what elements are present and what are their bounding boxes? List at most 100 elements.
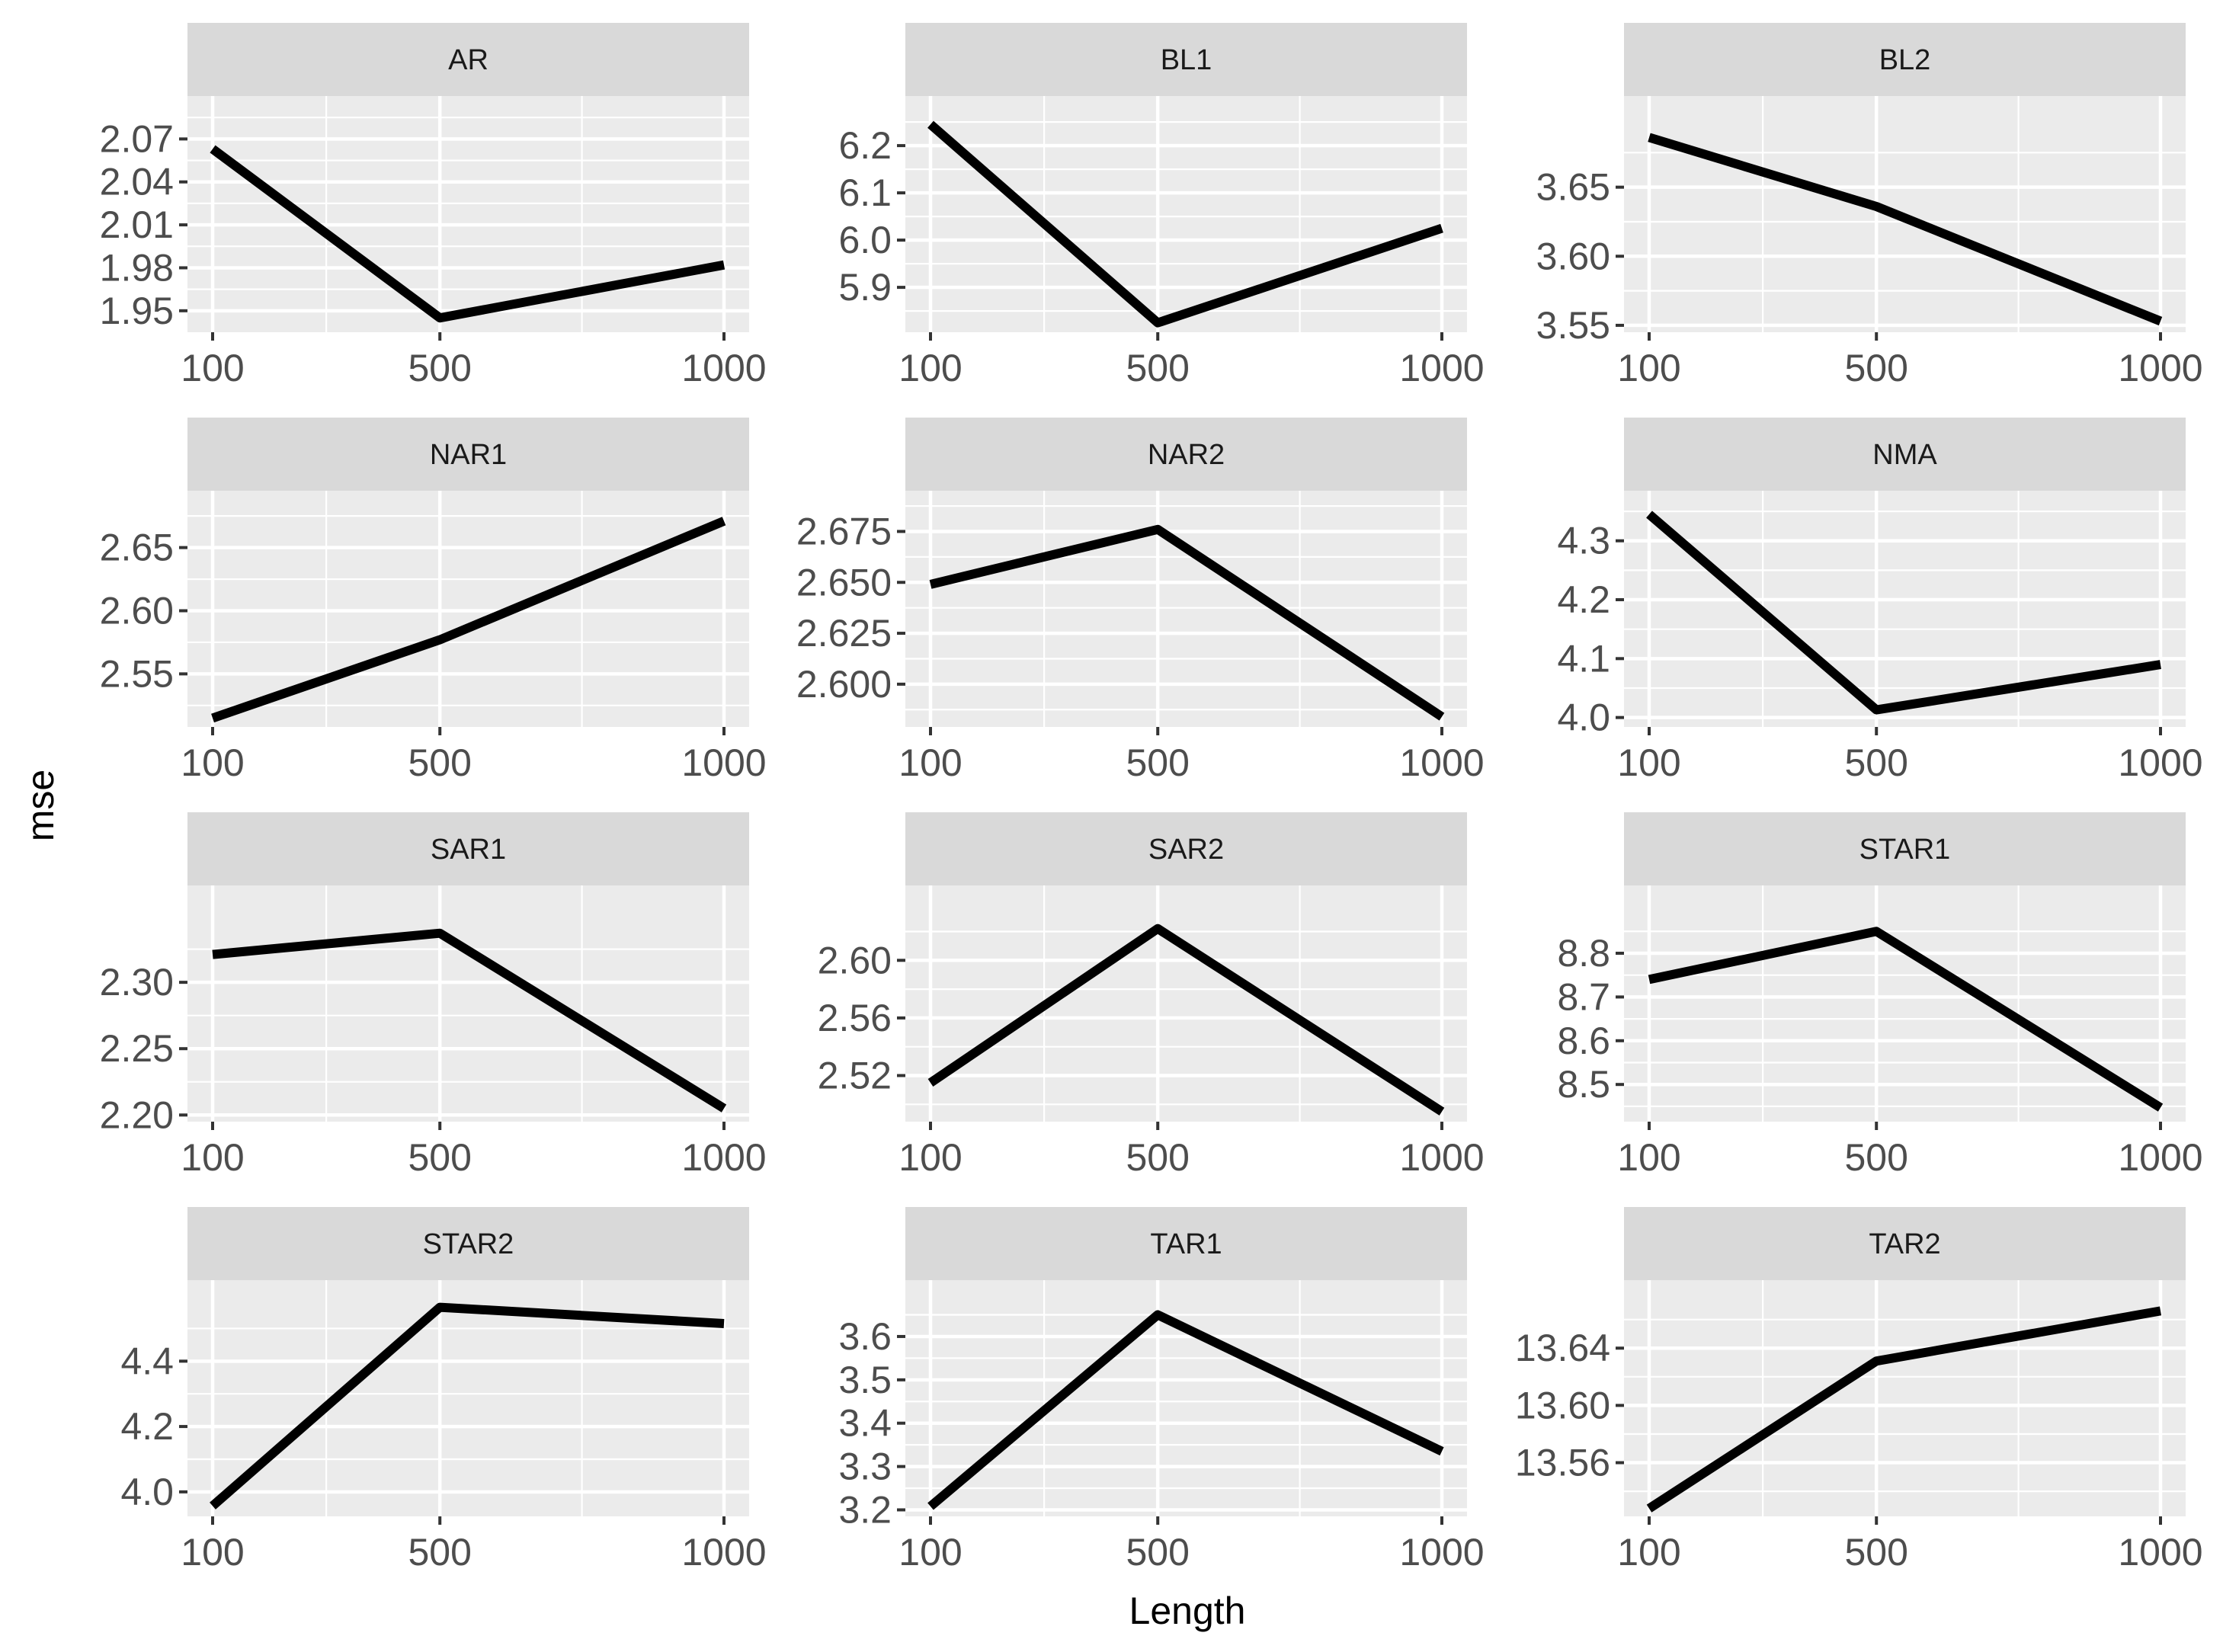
x-tick-label: 100	[1617, 741, 1680, 784]
facet-title-ar: AR	[448, 44, 488, 76]
x-tick-label: 1000	[681, 1531, 766, 1574]
x-axis-title: Length	[1129, 1590, 1246, 1632]
x-tick-label: 500	[1845, 1531, 1908, 1574]
y-tick-label: 4.1	[1557, 637, 1610, 680]
x-tick-label: 1000	[2118, 347, 2202, 389]
x-tick-label: 100	[181, 347, 244, 389]
y-tick-label: 3.4	[838, 1402, 892, 1445]
y-tick-label: 8.5	[1557, 1063, 1610, 1106]
facet-strip-bl1	[905, 23, 1467, 96]
y-tick-label: 8.7	[1557, 975, 1610, 1018]
y-tick-label: 13.56	[1515, 1442, 1610, 1484]
x-tick-label: 100	[1617, 1136, 1680, 1179]
x-tick-label: 100	[1617, 1531, 1680, 1574]
y-tick-label: 3.3	[838, 1446, 892, 1488]
x-tick-label: 1000	[1399, 1136, 1484, 1179]
y-tick-label: 2.30	[100, 961, 174, 1004]
x-tick-label: 500	[1126, 741, 1190, 784]
panel-background-nar1	[187, 491, 749, 727]
y-tick-label: 5.9	[838, 266, 892, 309]
facet-title-sar1: SAR1	[431, 834, 506, 866]
x-tick-label: 500	[408, 1531, 472, 1574]
facet-title-star1: STAR1	[1859, 834, 1951, 866]
x-tick-label: 100	[898, 1136, 962, 1179]
panel-background-ar	[187, 96, 749, 332]
x-tick-label: 500	[408, 347, 472, 389]
facet-strip-ar	[187, 23, 749, 96]
y-tick-label: 1.98	[100, 246, 174, 289]
y-tick-label: 3.65	[1536, 166, 1610, 209]
series-line-bl1	[927, 120, 1443, 328]
y-tick-label: 2.25	[100, 1027, 174, 1070]
facet-strip-nar2	[905, 418, 1467, 491]
y-tick-label: 2.01	[100, 203, 174, 246]
x-tick-label: 100	[898, 347, 962, 389]
series-line-nar2	[929, 524, 1445, 721]
facet-title-nar1: NAR1	[430, 439, 507, 471]
facet-strip-bl2	[1624, 23, 2186, 96]
y-tick-label: 3.2	[838, 1488, 892, 1531]
y-tick-label: 13.60	[1515, 1384, 1610, 1426]
y-tick-label: 3.5	[838, 1359, 892, 1401]
panel-background-star2	[187, 1280, 749, 1516]
panel-background-tar1	[905, 1280, 1467, 1516]
y-tick-label: 4.3	[1557, 520, 1610, 562]
facet-title-tar1: TAR1	[1150, 1228, 1222, 1260]
y-tick-label: 2.55	[100, 652, 174, 695]
x-tick-label: 500	[1126, 347, 1190, 389]
panel-background-bl1	[905, 96, 1467, 332]
y-tick-label: 4.0	[120, 1471, 174, 1513]
x-tick-label: 1000	[1399, 1531, 1484, 1574]
y-tick-label: 2.650	[796, 561, 892, 603]
series-line-nar1	[211, 517, 726, 723]
facet-title-star2: STAR2	[423, 1228, 514, 1260]
panel-background-tar2	[1624, 1280, 2186, 1516]
x-tick-label: 1000	[681, 347, 766, 389]
y-tick-label: 2.675	[796, 510, 892, 552]
panel-background-nar2	[905, 491, 1467, 727]
panel-background-star1	[1624, 885, 2186, 1122]
x-tick-label: 1000	[681, 741, 766, 784]
y-tick-label: 4.4	[120, 1340, 174, 1382]
y-tick-label: 4.0	[1557, 696, 1610, 739]
series-line-ar	[210, 145, 726, 323]
facet-title-tar2: TAR2	[1869, 1228, 1940, 1260]
facet-title-bl2: BL2	[1879, 44, 1931, 76]
x-tick-label: 500	[1845, 1136, 1908, 1179]
facet-strip-sar2	[905, 812, 1467, 885]
panel-background-sar1	[187, 885, 749, 1122]
x-tick-label: 500	[1126, 1531, 1190, 1574]
y-tick-label: 2.04	[100, 161, 174, 203]
y-tick-label: 2.60	[100, 589, 174, 632]
panel-background-sar2	[905, 885, 1467, 1122]
x-tick-label: 500	[1126, 1136, 1190, 1179]
y-tick-label: 2.07	[100, 117, 174, 160]
y-tick-label: 6.0	[838, 219, 892, 261]
x-tick-label: 500	[408, 741, 472, 784]
series-line-nma	[1646, 511, 2161, 715]
x-tick-label: 1000	[2118, 741, 2202, 784]
x-tick-label: 1000	[2118, 1531, 2202, 1574]
facet-strip-tar2	[1624, 1207, 2186, 1280]
y-tick-label: 3.60	[1536, 235, 1610, 277]
x-tick-label: 100	[181, 1531, 244, 1574]
x-tick-label: 100	[181, 1136, 244, 1179]
y-tick-label: 1.95	[100, 290, 174, 332]
x-tick-label: 100	[898, 1531, 962, 1574]
series-line-bl2	[1648, 133, 2163, 326]
x-tick-label: 1000	[2118, 1136, 2202, 1179]
series-line-star1	[1648, 927, 2164, 1112]
y-tick-label: 2.600	[796, 663, 892, 706]
x-tick-label: 500	[1845, 347, 1908, 389]
x-tick-label: 1000	[681, 1136, 766, 1179]
x-tick-label: 1000	[1399, 347, 1484, 389]
series-line-tar1	[927, 1310, 1444, 1510]
y-tick-label: 8.8	[1557, 932, 1610, 975]
facet-strip-star1	[1624, 812, 2186, 885]
facet-strip-nma	[1624, 418, 2186, 491]
series-line-tar2	[1646, 1306, 2162, 1513]
y-tick-label: 2.65	[100, 527, 174, 569]
x-tick-label: 500	[408, 1136, 472, 1179]
